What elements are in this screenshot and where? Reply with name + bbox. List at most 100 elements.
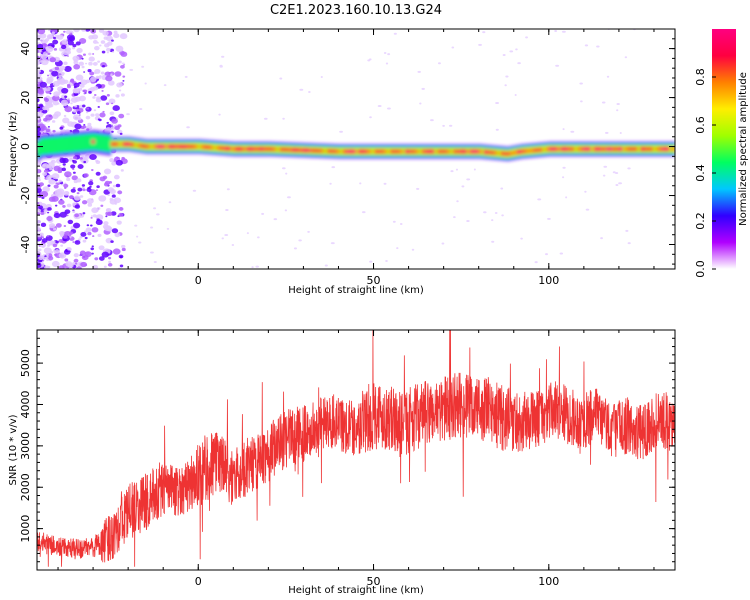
spectrogram-cell bbox=[44, 138, 47, 155]
spectrogram-frame bbox=[36, 28, 676, 270]
spectrogram-speckle-dot bbox=[37, 176, 41, 180]
spectrogram-cell bbox=[208, 146, 212, 149]
spectrogram-cell bbox=[140, 144, 143, 148]
spectrogram-ticks: 0 50 100 -40 -20 0 20 40 bbox=[19, 28, 675, 287]
spectrogram-speckle-dot bbox=[107, 211, 113, 216]
spectrogram-speckle-dot bbox=[455, 168, 458, 171]
spectrogram-speckle-dot bbox=[57, 102, 60, 105]
spectrogram-speckle-dot bbox=[246, 232, 249, 235]
spectrogram-speckle-dot bbox=[40, 222, 47, 228]
spectrogram-speckle-dot bbox=[45, 114, 53, 121]
spectrogram-speckle-dot bbox=[100, 71, 105, 75]
spectrogram-cell bbox=[671, 146, 674, 152]
spectrogram-speckle-dot bbox=[150, 226, 154, 229]
spectrogram-cell bbox=[389, 149, 392, 154]
spectrogram-speckle-dot bbox=[40, 58, 49, 66]
spectrogram-speckle-dot bbox=[38, 248, 42, 252]
spectrogram-speckle-dot bbox=[95, 189, 99, 192]
spectrogram-speckle-dot bbox=[95, 159, 99, 163]
spectrogram-speckle-dot bbox=[430, 119, 434, 122]
spectrogram-speckle-dot bbox=[221, 55, 225, 58]
spectrogram-cell bbox=[103, 135, 106, 151]
spectrogram-speckle-dot bbox=[62, 205, 66, 208]
spectrogram-peak bbox=[516, 149, 523, 154]
spectrogram-speckle-dot bbox=[83, 92, 86, 95]
spectrogram-speckle-dot bbox=[117, 215, 120, 218]
spectrogram-speckle-dot bbox=[59, 157, 66, 164]
spectrogram-cell bbox=[380, 150, 383, 153]
spectrogram-speckle-dot bbox=[565, 196, 568, 199]
spectrogram-cell bbox=[143, 145, 147, 148]
spectrogram-speckle-dot bbox=[38, 205, 44, 210]
spectrogram-cell bbox=[636, 146, 639, 152]
spectrogram-speckle-dot bbox=[80, 232, 87, 237]
spectrogram-speckle-dot bbox=[95, 113, 100, 117]
spectrogram-cell bbox=[545, 146, 548, 152]
spectrogram-speckle-dot bbox=[51, 173, 60, 180]
spectrogram-speckle-dot bbox=[63, 191, 70, 196]
spectrogram-speckle-dot bbox=[56, 34, 64, 40]
spectrogram-cell bbox=[447, 149, 450, 154]
spectrogram-speckle-dot bbox=[491, 219, 494, 222]
spectrogram-speckle-dot bbox=[579, 82, 583, 85]
spectrogram-speckle-dot bbox=[416, 187, 420, 190]
spectrogram-cell bbox=[613, 147, 617, 151]
spectrogram-speckle-dot bbox=[60, 44, 67, 50]
spectrogram-speckle-dot bbox=[63, 249, 71, 255]
spectrogram-cell bbox=[198, 142, 201, 151]
spectrogram-speckle-dot bbox=[40, 211, 45, 216]
spectrogram-speckle-dot bbox=[255, 265, 260, 268]
spectrogram-speckle-dot bbox=[63, 61, 68, 66]
spectrogram-peak bbox=[547, 146, 559, 152]
spectrogram-speckle-dot bbox=[104, 64, 108, 67]
spectrogram-cell bbox=[624, 146, 627, 152]
spectrogram-speckle-dot bbox=[64, 258, 69, 262]
spectrogram-speckle-dot bbox=[107, 187, 114, 193]
spectrogram-speckle-dot bbox=[49, 167, 53, 171]
spectrogram-speckle-dot bbox=[120, 93, 125, 97]
spectrogram-cell bbox=[135, 141, 138, 149]
spectrogram-cell bbox=[194, 144, 198, 149]
spectrogram-speckle-dot bbox=[85, 227, 92, 233]
colorbar: 0.0 0.2 0.4 0.6 0.8 Normalized spectral ampl… bbox=[694, 29, 749, 278]
spectrogram-speckle-dot bbox=[39, 103, 43, 107]
spectrogram-speckle-dot bbox=[441, 242, 445, 245]
spectrogram-cell bbox=[382, 150, 385, 153]
spectrogram-peak bbox=[234, 146, 244, 152]
spectrogram-speckle-dot bbox=[494, 212, 498, 215]
spectrogram-cell bbox=[480, 149, 483, 155]
snr-y-tick-label: 5000 bbox=[19, 349, 32, 377]
spectrogram-speckle-dot bbox=[308, 90, 311, 93]
spectrogram-speckle-dot bbox=[118, 207, 124, 211]
spectrogram-speckle-dot bbox=[88, 181, 94, 186]
spectrogram-speckle-dot bbox=[385, 62, 389, 65]
spectrogram-cell bbox=[392, 150, 396, 153]
spectrogram-speckle-dot bbox=[64, 171, 72, 178]
spectrogram-cell bbox=[268, 147, 271, 151]
spectrogram-speckle-dot bbox=[83, 53, 86, 56]
spectrogram-speckle-dot bbox=[47, 265, 51, 269]
spectrogram-speckle-dot bbox=[282, 167, 286, 170]
spectrogram-speckle-dot bbox=[47, 184, 51, 187]
spectrogram-speckle-dot bbox=[37, 69, 41, 73]
spectrogram-speckle-dot bbox=[82, 212, 86, 215]
spectrogram-speckle-dot bbox=[105, 215, 108, 218]
spectrogram-speckle-dot bbox=[98, 195, 107, 202]
spectrogram-speckle-dot bbox=[92, 235, 95, 238]
spectrogram-speckle-dot bbox=[73, 258, 79, 263]
spectrogram-speckle-dot bbox=[92, 86, 99, 91]
spectrogram-speckle-dot bbox=[114, 125, 120, 131]
spectrogram-speckle-dot bbox=[514, 94, 517, 97]
spectrogram-cell bbox=[627, 147, 631, 151]
spectrogram-speckle-dot bbox=[627, 242, 631, 245]
spectrogram-cell bbox=[645, 147, 648, 151]
spectrogram-cell bbox=[497, 149, 501, 157]
spectrogram-speckle-dot bbox=[106, 94, 110, 97]
spectrogram-speckle-dot bbox=[109, 158, 115, 163]
spectrogram-cell bbox=[492, 151, 496, 154]
spectrogram-cell bbox=[356, 147, 359, 156]
spectrogram-peak bbox=[176, 144, 189, 149]
spectrogram-peak bbox=[604, 146, 614, 152]
spectrogram-peak bbox=[458, 149, 469, 154]
snr-y-tick-label: 4000 bbox=[19, 390, 32, 418]
